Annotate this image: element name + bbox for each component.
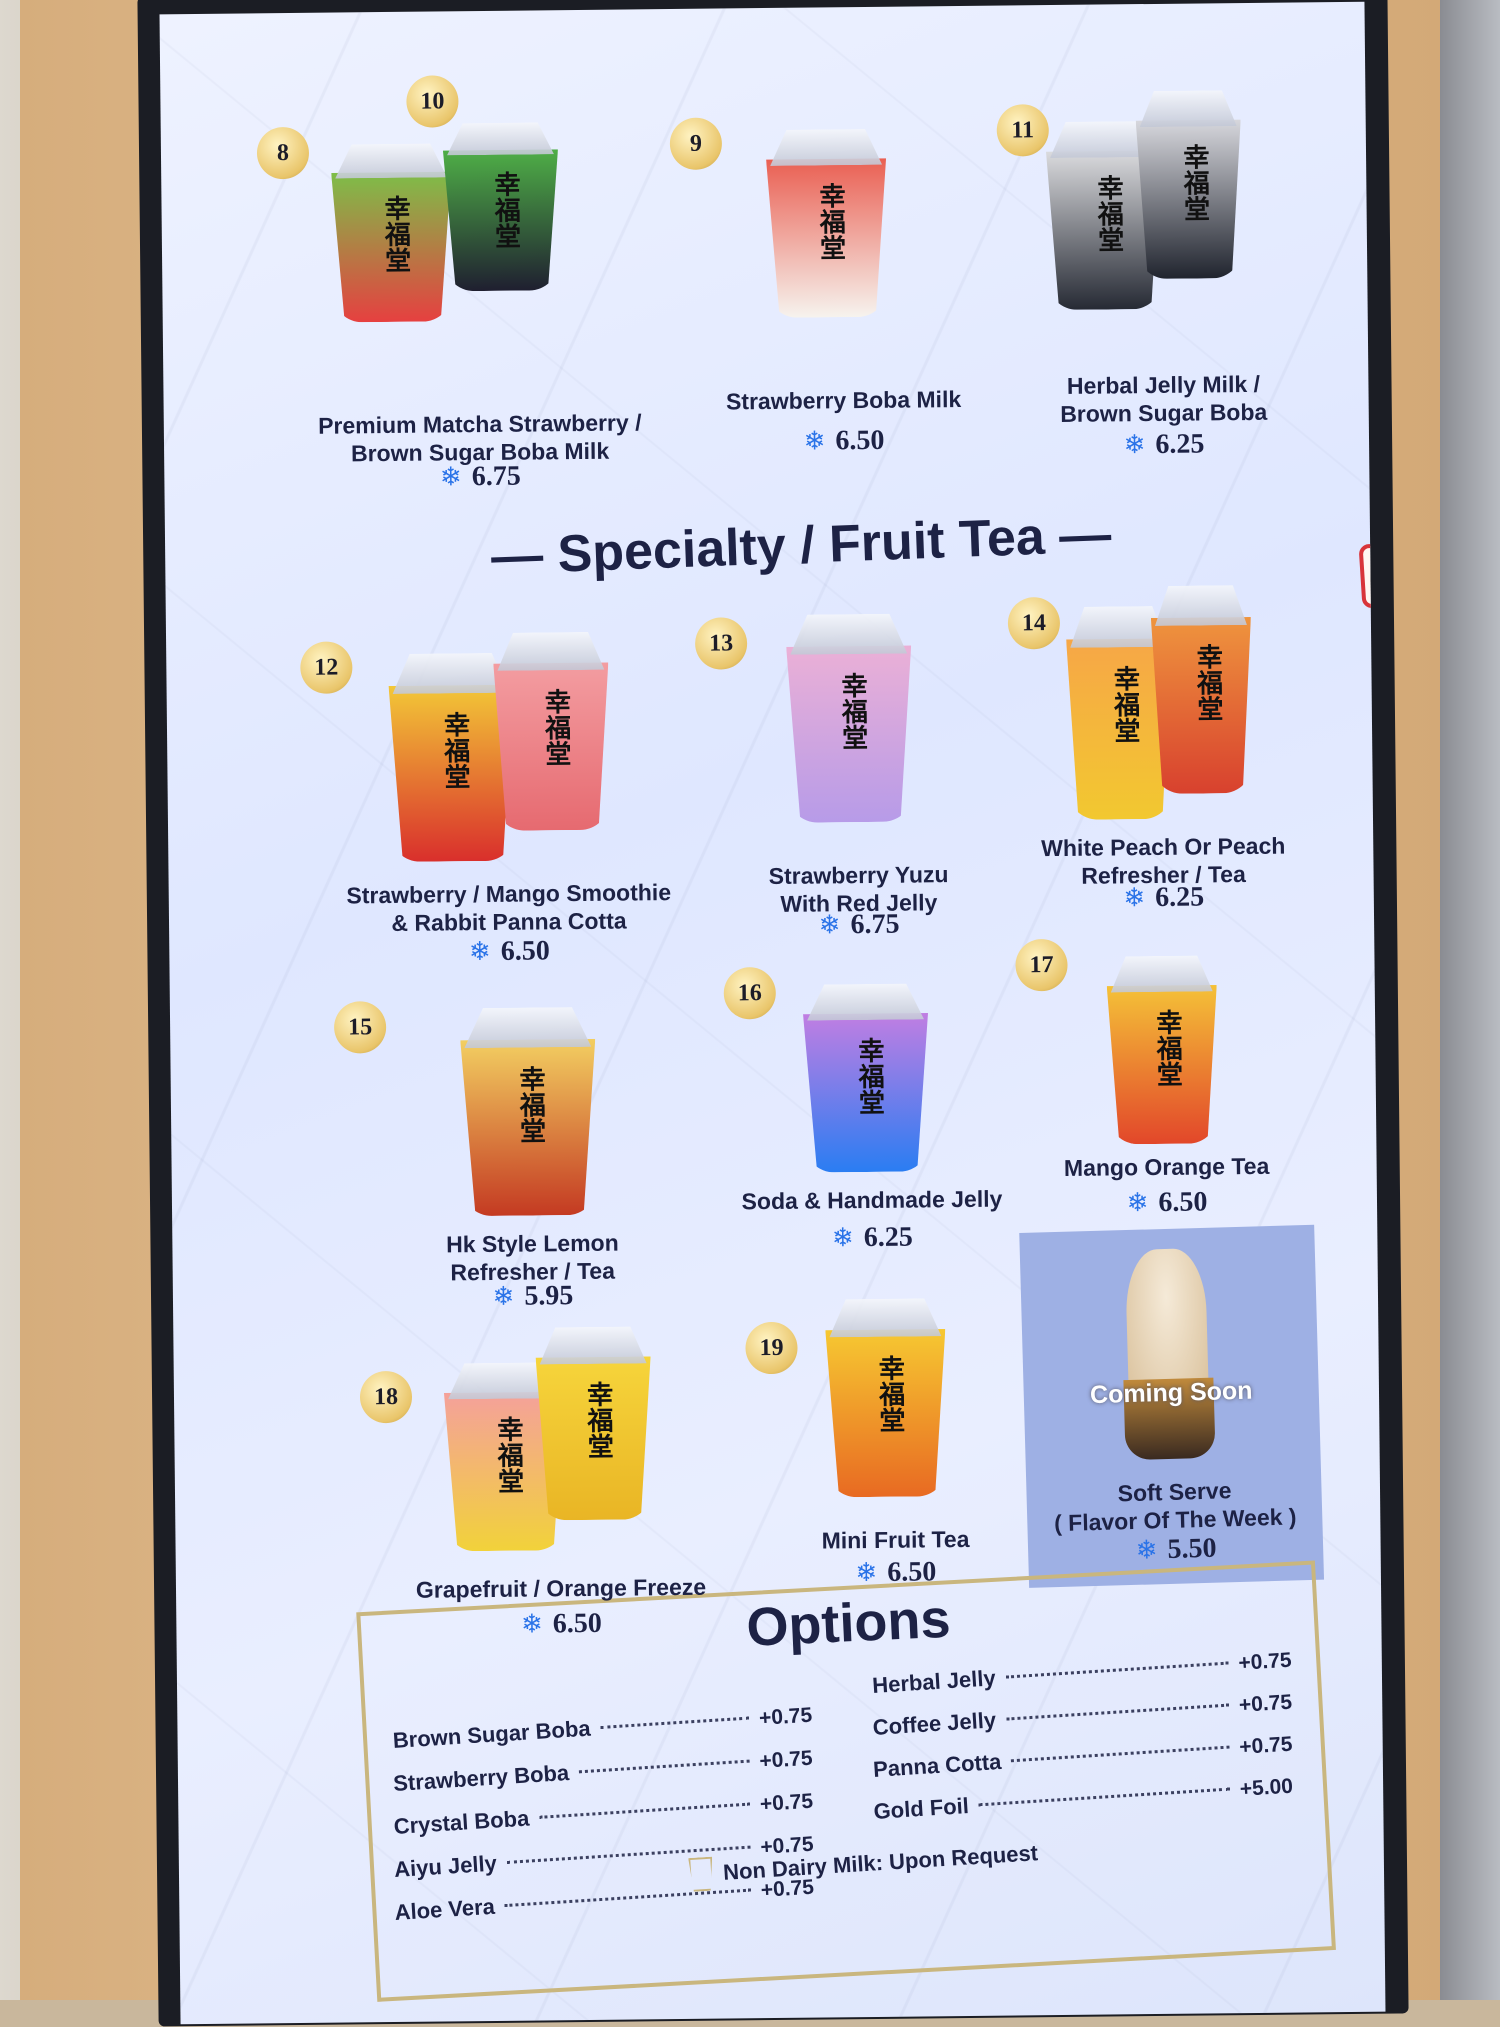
background-shelf [1440, 0, 1500, 2000]
snowflake-icon: ❄ [492, 1281, 515, 1312]
option-price: +0.75 [1238, 1732, 1294, 1759]
item-name: Soda & Handmade Jelly [741, 1185, 1003, 1215]
item-name: Hk Style Lemon Refresher / Tea [445, 1229, 619, 1285]
cup-lid [392, 653, 509, 694]
dot-leader [504, 1888, 751, 1908]
cup-brand-text: 幸福堂 [514, 1065, 546, 1144]
cup-brand-text: 幸福堂 [874, 1354, 905, 1433]
item-price: ❄ 6.25 [1123, 881, 1205, 914]
snowflake-icon: ❄ [1126, 1188, 1149, 1219]
option-price: +0.75 [1238, 1690, 1293, 1717]
option-price: +0.75 [758, 1746, 814, 1773]
item-price: ❄ 5.95 [492, 1280, 574, 1312]
cup-brand-text: 幸福堂 [1178, 143, 1210, 222]
item-price: ❄ 6.50 [520, 1607, 602, 1640]
item-price: ❄ 6.50 [803, 424, 885, 457]
option-price: +0.75 [758, 1703, 813, 1730]
item-number-badge: 13 [694, 617, 748, 670]
item-number-badge: 11 [996, 104, 1050, 157]
cup-lid [447, 122, 554, 155]
item-number-badge: 9 [669, 117, 723, 171]
dot-leader [978, 1787, 1230, 1807]
item-name: Strawberry Boba Milk [725, 385, 962, 415]
snowflake-icon: ❄ [1123, 883, 1146, 914]
cup-lid [807, 983, 924, 1020]
snowflake-icon: ❄ [1135, 1535, 1158, 1566]
item-number-badge: 10 [406, 75, 459, 128]
dot-leader [600, 1716, 750, 1729]
snowflake-icon: ❄ [1123, 430, 1146, 461]
snowflake-icon: ❄ [855, 1557, 878, 1589]
cup-lid [1110, 955, 1212, 992]
snowflake-icon: ❄ [520, 1609, 543, 1640]
snowflake-icon: ❄ [803, 426, 826, 457]
item-price: ❄ 5.50 [1135, 1532, 1217, 1566]
item-name: Mango Orange Tea [1063, 1152, 1270, 1181]
cup-brand-text: 幸福堂 [1092, 174, 1124, 253]
cup-brand-text: 幸福堂 [853, 1036, 885, 1116]
cup-brand-text: 幸福堂 [540, 687, 572, 766]
cup-brand-text: 幸福堂 [380, 194, 411, 273]
item-number-badge: 19 [745, 1321, 798, 1375]
item-name: Grapefruit / Orange Freeze [415, 1573, 707, 1603]
cup-lid [770, 129, 882, 166]
item-price: ❄ 6.50 [855, 1556, 937, 1589]
item-price: ❄ 6.50 [468, 935, 550, 968]
dot-leader [1011, 1745, 1230, 1763]
cup-lid [790, 614, 907, 655]
dot-leader [1005, 1703, 1229, 1721]
dot-leader [539, 1802, 751, 1819]
option-price: +5.00 [1239, 1774, 1294, 1801]
cup-lid [464, 1007, 591, 1048]
item-number-badge: 15 [333, 1001, 387, 1054]
item-number-badge: 16 [723, 966, 777, 1020]
item-name: Strawberry / Mango Smoothie & Rabbit Pan… [346, 879, 672, 936]
cup-lid [1155, 585, 1247, 626]
dot-leader [1005, 1661, 1229, 1679]
item-name: Mini Fruit Tea [821, 1525, 970, 1554]
item-name: Herbal Jelly Milk / Brown Sugar Boba [1060, 370, 1268, 427]
cup-lid [1139, 90, 1236, 127]
cup-brand-text: 幸福堂 [1192, 643, 1223, 722]
snowflake-icon: ❄ [831, 1223, 854, 1254]
cup-lid [497, 632, 604, 671]
cup-lid [335, 143, 447, 178]
item-name: Soft Serve ( Flavor Of The Week ) [1053, 1477, 1297, 1536]
item-number-badge: 18 [359, 1370, 413, 1424]
item-price: ❄ 6.25 [831, 1221, 913, 1254]
menu-screen: — Specialty / Fruit Tea — Season Limited… [159, 1, 1386, 2025]
item-number-badge: 8 [256, 126, 310, 180]
cup-icon [688, 1857, 714, 1892]
cup-brand-text: 幸福堂 [836, 671, 868, 751]
options-title: Options [745, 1588, 952, 1658]
item-number-badge: 17 [1015, 938, 1068, 992]
snowflake-icon: ❄ [468, 936, 491, 968]
item-name: Premium Matcha Strawberry / Brown Sugar … [317, 409, 642, 466]
cup-lid [539, 1326, 646, 1364]
snowflake-icon: ❄ [439, 462, 462, 493]
item-price: ❄ 6.75 [439, 460, 521, 493]
cup-lid [829, 1298, 941, 1337]
cup-brand-text: 幸福堂 [439, 711, 471, 790]
cup-brand-text: 幸福堂 [489, 170, 521, 249]
cup-brand-text: 幸福堂 [1109, 665, 1141, 744]
dot-leader [578, 1759, 750, 1774]
item-price: ❄ 6.75 [818, 908, 900, 941]
cup-brand-text: 幸福堂 [1151, 1008, 1183, 1088]
coming-soon-card: Coming Soon Soft Serve ( Flavor Of The W… [1019, 1224, 1325, 1588]
snowflake-icon: ❄ [818, 910, 841, 941]
item-number-badge: 12 [300, 641, 353, 694]
cup-brand-text: 幸福堂 [492, 1415, 524, 1494]
item-number-badge: 14 [1007, 596, 1061, 650]
option-price: +0.75 [1237, 1648, 1293, 1675]
coming-soon-label: Coming Soon [1089, 1376, 1253, 1410]
item-price: ❄ 6.25 [1123, 428, 1205, 461]
option-price: +0.75 [759, 1789, 814, 1816]
cup-brand-text: 幸福堂 [814, 182, 846, 261]
cup-brand-text: 幸福堂 [582, 1380, 614, 1460]
item-price: ❄ 6.50 [1126, 1186, 1208, 1219]
